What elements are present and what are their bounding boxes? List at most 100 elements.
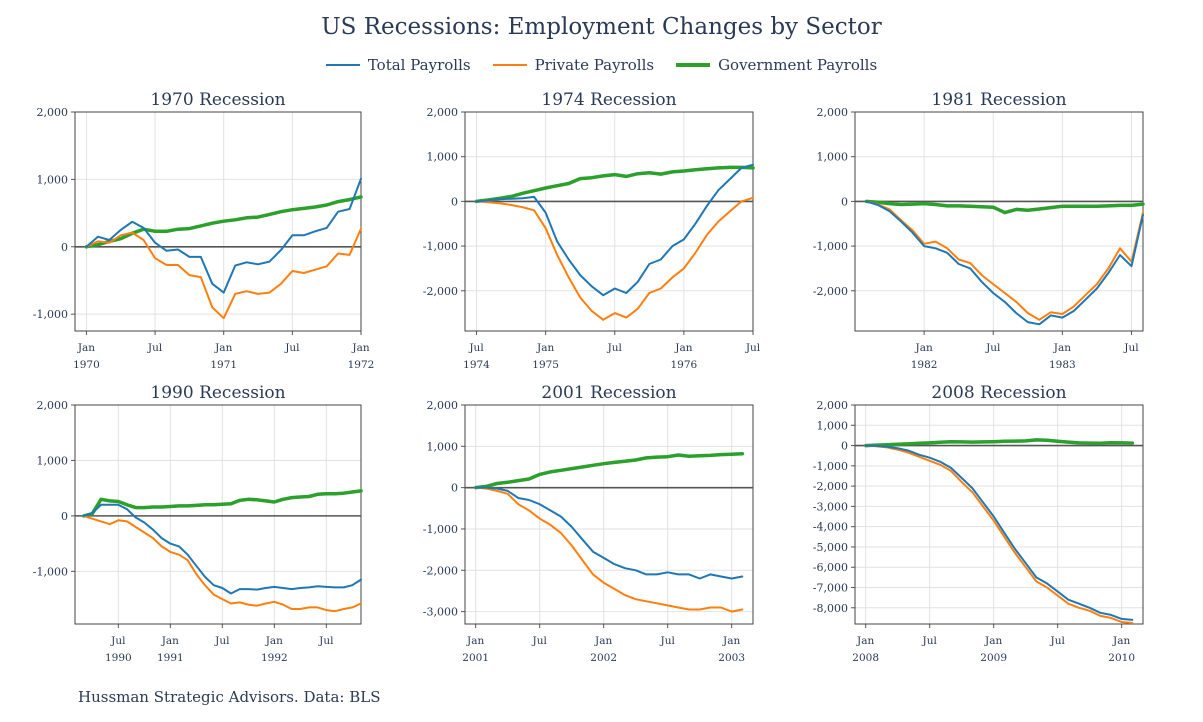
y-tick-label: -2,000 (813, 285, 848, 298)
x-tick-label-year: 2003 (718, 652, 745, 664)
y-tick-label: 2,000 (37, 106, 69, 119)
series-line-private-payrolls (85, 227, 362, 320)
y-tick-label: -3,000 (813, 500, 848, 513)
panel-4: 2001 Recession Jan 2001 Jul Jan 2002 Jul Jan 200… (423, 383, 754, 664)
x-tick-label: Jul (1123, 342, 1139, 354)
y-tick-label: -1,000 (33, 565, 68, 578)
series-line-government-payrolls (863, 438, 1135, 448)
legend-item-government: Government Payrolls (676, 56, 877, 74)
series-line-total-payrolls (864, 444, 1134, 621)
series-line-total-payrolls (475, 163, 754, 297)
legend-label-total: Total Payrolls (367, 56, 471, 74)
x-tick-label: Jan (536, 342, 554, 354)
panel-title: 1981 Recession (931, 90, 1066, 110)
series-line-private-payrolls (864, 444, 1134, 624)
plot-frame (854, 111, 1144, 332)
x-tick-label: Jan (466, 635, 484, 647)
panel-title: 1974 Recession (541, 90, 676, 110)
series-line-government-payrolls (473, 452, 745, 490)
x-tick-label-year: 1975 (532, 359, 559, 371)
x-tick-label: Jul (745, 342, 761, 354)
panel-5: 2008 Recession Jan 2008 Jul Jan 2009 Jul Jan 201… (813, 383, 1144, 664)
legend-label-private: Private Payrolls (534, 56, 655, 74)
y-tick-label: 1,000 (817, 151, 849, 164)
y-tick-label: 1,000 (427, 440, 459, 453)
x-tick-label: Jan (674, 342, 692, 354)
legend-item-private: Private Payrolls (492, 56, 655, 74)
y-tick-label: 2,000 (427, 399, 459, 412)
series-line-total-payrolls (82, 503, 362, 595)
x-tick-label-year: 2010 (1108, 652, 1135, 664)
x-tick-label: Jul (659, 635, 675, 647)
source-footer: Hussman Strategic Advisors. Data: BLS (78, 688, 381, 706)
x-tick-label-year: 1992 (261, 652, 288, 664)
series-line-private-payrolls (475, 196, 754, 321)
x-tick-label: Jan (1053, 342, 1071, 354)
panel-2: 1981 Recession Jan 1982 Jul Jan 1983 Jul -2,000… (813, 90, 1145, 371)
x-tick-label-year: 1990 (105, 652, 132, 664)
panel-3: 1990 Recession Jul 1990 Jan 1991 Jul Jan 1992 Ju… (33, 383, 363, 664)
plot-frame (74, 404, 362, 625)
y-tick-label: 2,000 (427, 106, 459, 119)
y-tick-label: 1,000 (37, 454, 69, 467)
x-tick-label-year: 1972 (348, 359, 375, 371)
y-tick-label: 2,000 (37, 399, 69, 412)
series-line-total-payrolls (85, 177, 362, 294)
legend-swatch-private (492, 64, 527, 66)
y-tick-label: -1,000 (423, 240, 458, 253)
y-tick-label: 0 (841, 195, 848, 208)
x-tick-label-year: 1974 (463, 359, 490, 371)
plot-frame (854, 404, 1144, 625)
x-tick-label: Jul (284, 342, 300, 354)
x-tick-label: Jul (110, 635, 126, 647)
plot-frame (464, 111, 754, 332)
y-tick-label: -2,000 (423, 285, 458, 298)
x-tick-label: Jul (607, 342, 623, 354)
x-tick-label: Jul (921, 635, 937, 647)
y-tick-label: 1,000 (817, 419, 849, 432)
x-tick-label: Jan (77, 342, 95, 354)
series-line-private-payrolls (474, 486, 744, 613)
series-line-government-payrolls (864, 199, 1145, 215)
y-tick-label: 0 (841, 440, 848, 453)
x-tick-label: Jan (856, 635, 874, 647)
x-tick-label: Jul (318, 635, 334, 647)
x-tick-label: Jul (468, 342, 484, 354)
panel-0: 1970 Recession Jan 1970 Jul Jan 1971 Jul Jan 197… (33, 90, 375, 371)
legend-item-total: Total Payrolls (325, 56, 471, 74)
legend-label-government: Government Payrolls (718, 56, 878, 74)
y-tick-label: -6,000 (813, 561, 848, 574)
x-tick-label-year: 2009 (980, 652, 1007, 664)
y-tick-label: -1,000 (33, 308, 68, 321)
y-tick-label: -1,000 (423, 523, 458, 536)
x-tick-label-year: 1970 (73, 359, 100, 371)
series-line-private-payrolls (865, 200, 1144, 321)
chart-title: US Recessions: Employment Changes by Sec… (321, 14, 882, 40)
y-tick-label: -1,000 (813, 460, 848, 473)
y-tick-label: 2,000 (817, 399, 849, 412)
x-tick-label-year: 1971 (210, 359, 237, 371)
x-tick-label: Jan (984, 635, 1002, 647)
x-tick-label: Jan (594, 635, 612, 647)
series-line-total-payrolls (474, 486, 744, 580)
panel-1: 1974 Recession Jul 1974 Jan 1975 Jul Jan 1976 Ju… (423, 90, 761, 371)
x-tick-label: Jan (1112, 635, 1130, 647)
y-tick-label: 0 (451, 195, 458, 208)
y-tick-label: 2,000 (817, 106, 849, 119)
x-tick-label-year: 2008 (852, 652, 879, 664)
y-tick-label: -2,000 (423, 564, 458, 577)
y-tick-label: -3,000 (423, 606, 458, 619)
y-tick-label: 0 (61, 510, 68, 523)
panel-title: 1990 Recession (150, 383, 285, 403)
y-tick-label: 1,000 (37, 173, 69, 186)
legend: Total Payrolls Private Payrolls Governme… (0, 56, 1203, 74)
series-line-government-payrolls (474, 165, 755, 204)
x-tick-label: Jan (265, 635, 283, 647)
series-line-government-payrolls (81, 489, 363, 518)
x-tick-label-year: 1983 (1049, 359, 1076, 371)
y-tick-label: -4,000 (813, 521, 848, 534)
x-tick-label-year: 1991 (157, 652, 184, 664)
legend-swatch-total (325, 64, 360, 66)
x-tick-label: Jul (531, 635, 547, 647)
